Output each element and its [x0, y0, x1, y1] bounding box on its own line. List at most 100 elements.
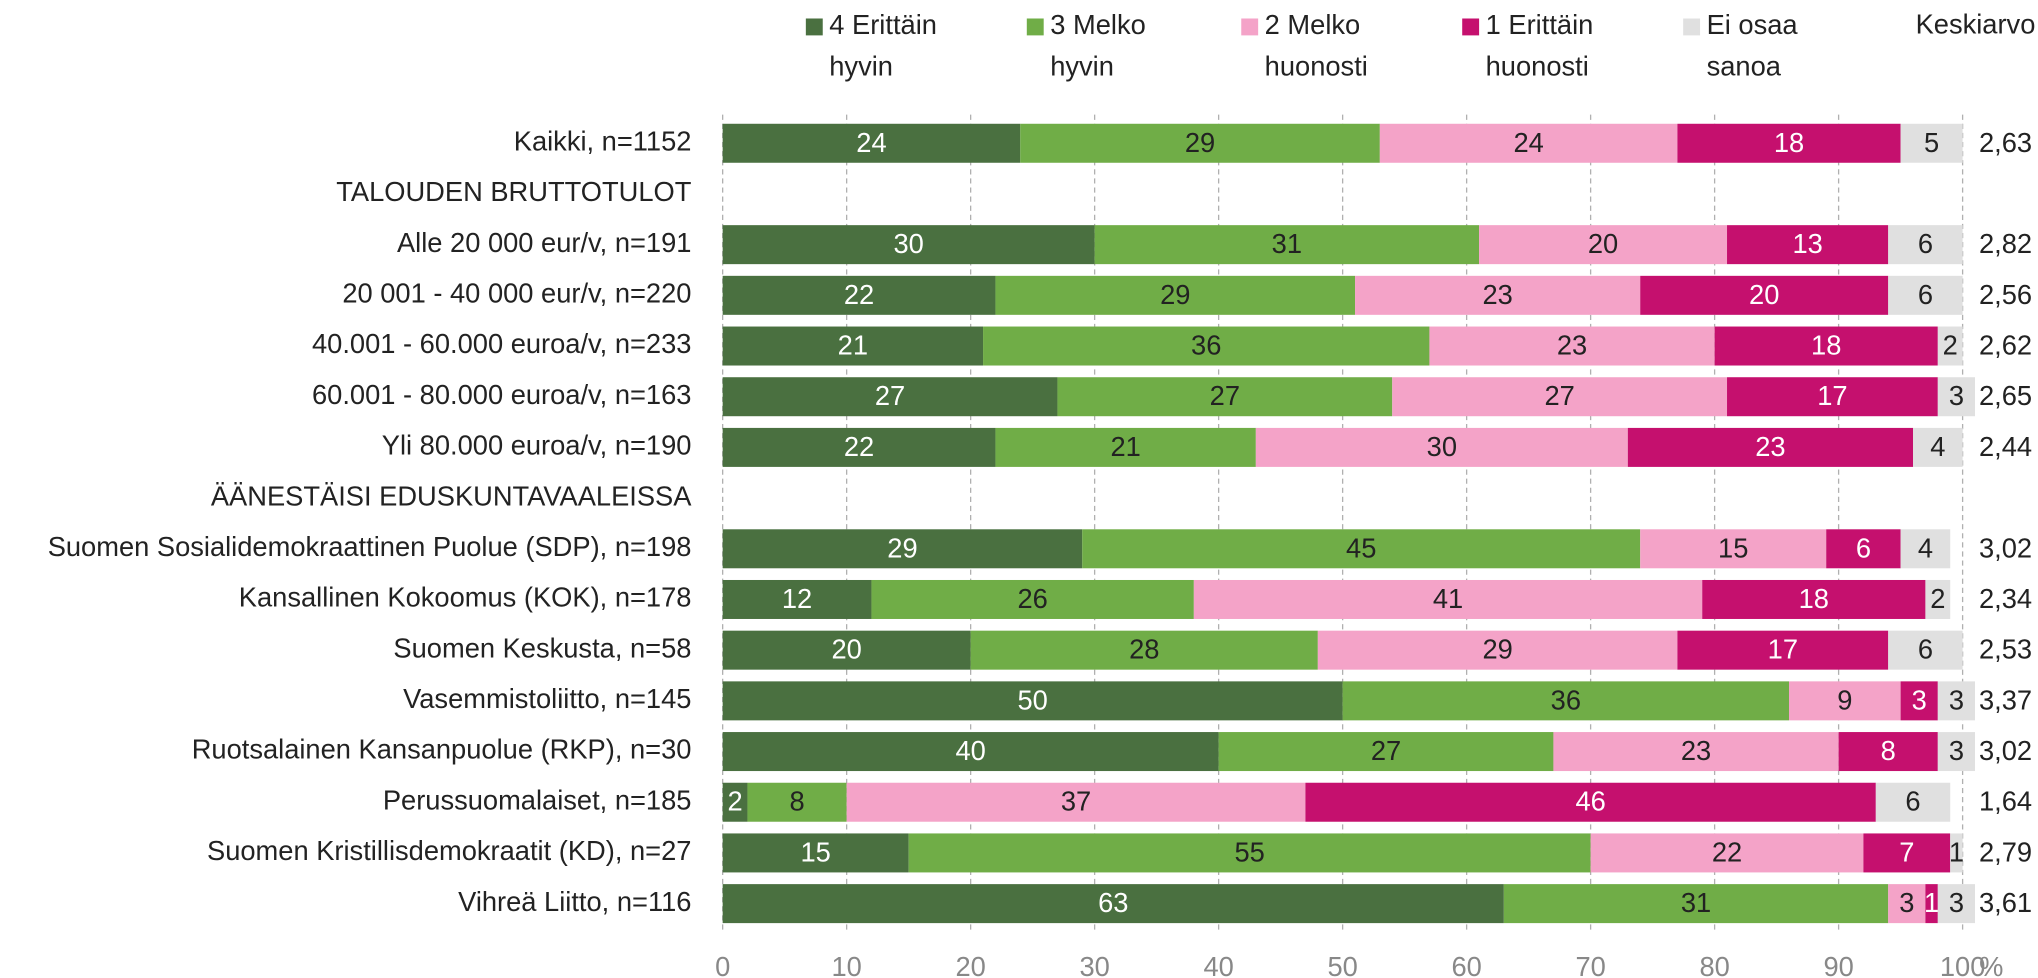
data-label: 63 [1098, 887, 1128, 918]
data-label: 15 [1718, 532, 1748, 563]
bar-segment [1317, 630, 1678, 670]
data-label: 28 [1129, 634, 1159, 665]
data-label: 3 [1949, 380, 1964, 411]
x-tick-label: 90 [1823, 951, 1853, 978]
average-label: 2,63 [1979, 127, 2032, 158]
legend-swatch [1462, 18, 1480, 36]
bar-segment [722, 225, 1095, 265]
data-label: 12 [782, 583, 812, 614]
legend-swatch [1241, 18, 1259, 36]
data-label: 2 [727, 786, 742, 817]
bar-segment [722, 681, 1343, 721]
y-tick-label: Kansallinen Kokoomus (KOK), n=178 [239, 582, 692, 613]
y-tick-label: Perussuomalaiset, n=185 [383, 784, 692, 815]
bar-segment [722, 427, 996, 467]
data-label: 36 [1551, 684, 1581, 715]
bar-segment [1900, 529, 1951, 569]
bar-segment [908, 833, 1591, 873]
legend-item: Ei osaa sanoa [1707, 11, 1798, 82]
bar-segment [722, 579, 872, 619]
y-tick-label: 60.001 - 80.000 euroa/v, n=163 [312, 379, 691, 410]
data-label: 27 [1371, 735, 1401, 766]
bar-segment [1900, 681, 1938, 721]
data-label: 22 [844, 279, 874, 310]
data-label: 17 [1768, 634, 1798, 665]
data-label: 6 [1918, 634, 1933, 665]
average-header: Keskiarvo [1916, 8, 2036, 39]
y-tick-label: Suomen Keskusta, n=58 [393, 632, 691, 663]
y-tick-label: Suomen Kristillisdemokraatit (KD), n=27 [207, 835, 691, 866]
data-label: 3 [1949, 887, 1964, 918]
bar-segment [722, 833, 909, 873]
x-tick-label: 80 [1699, 951, 1729, 978]
x-axis-label: % [1979, 951, 2003, 978]
y-tick-label: Kaikki, n=1152 [514, 125, 692, 156]
legend-item: 3 Melko hyvin [1050, 10, 1146, 83]
bar-segment [1677, 123, 1901, 163]
bar-segment [1888, 884, 1926, 924]
data-label: 7 [1899, 836, 1914, 867]
x-tick-label: 10 [831, 951, 861, 978]
data-label: 2 [1943, 330, 1958, 361]
data-label: 4 [1918, 532, 1933, 563]
y-tick-label: Yli 80.000 euroa/v, n=190 [382, 430, 692, 461]
x-tick-label: 0 [715, 951, 730, 978]
y-tick-label: Ruotsalainen Kansanpuolue (RKP), n=30 [192, 734, 692, 765]
data-label: 20 [831, 634, 861, 665]
bar-segment [1950, 833, 1963, 873]
bar-segment [1925, 884, 1938, 924]
bar-segment [1479, 225, 1728, 265]
legend-label: 3 Melko hyvin [1050, 10, 1146, 83]
average-label: 3,61 [1979, 887, 2032, 918]
bar-segment [722, 884, 1504, 924]
bar-segment [722, 123, 1021, 163]
bar-segment [970, 630, 1318, 670]
data-label: 1 [1949, 836, 1964, 867]
bar-segment [1888, 225, 1963, 265]
bar-segment [747, 782, 847, 822]
y-tick-label: TALOUDEN BRUTTOTULOT [336, 176, 692, 207]
bar-segment [1590, 833, 1864, 873]
data-label: 29 [1482, 634, 1512, 665]
y-tick-label: Vasemmistoliitto, n=145 [403, 683, 691, 714]
data-label: 20 [1588, 228, 1618, 259]
bar-segment [1937, 377, 1976, 417]
data-label: 27 [875, 380, 905, 411]
data-label: 3 [1899, 887, 1914, 918]
bar-segment [995, 427, 1256, 467]
data-label: 21 [838, 330, 868, 361]
bar-segment [722, 732, 1219, 772]
data-label: 36 [1191, 330, 1221, 361]
bar-segment [1937, 681, 1976, 721]
bar-segment [722, 529, 1083, 569]
bar-segment [1429, 326, 1715, 366]
data-label: 18 [1799, 583, 1829, 614]
bar-segment [722, 630, 971, 670]
data-label: 4 [1930, 431, 1945, 462]
data-label: 27 [1544, 380, 1574, 411]
data-label: 41 [1433, 583, 1463, 614]
bar-segment [1342, 681, 1790, 721]
average-label: 2,62 [1979, 330, 2032, 361]
bar-segment [722, 326, 984, 366]
x-tick-label: 70 [1575, 951, 1605, 978]
y-tick-label: Alle 20 000 eur/v, n=191 [397, 227, 692, 258]
data-label: 8 [789, 786, 804, 817]
bar-segment [1913, 427, 1963, 467]
bar-segment [1640, 529, 1827, 569]
x-tick-label: 20 [955, 951, 985, 978]
data-label: 3 [1949, 684, 1964, 715]
bar-segment [846, 782, 1306, 822]
average-label: 3,02 [1979, 532, 2032, 563]
bar-segment [1826, 529, 1901, 569]
bar-segment [1057, 377, 1393, 417]
x-tick-label: 100 [1940, 951, 1986, 978]
data-label: 8 [1881, 735, 1896, 766]
bar-segment [1888, 275, 1963, 315]
data-label: 23 [1755, 431, 1785, 462]
bar-segment [1193, 579, 1703, 619]
average-label: 2,53 [1979, 634, 2032, 665]
y-tick-label: Vihreä Liitto, n=116 [458, 886, 691, 917]
average-label: 1,64 [1979, 786, 2032, 817]
bar-segment [1020, 123, 1380, 163]
